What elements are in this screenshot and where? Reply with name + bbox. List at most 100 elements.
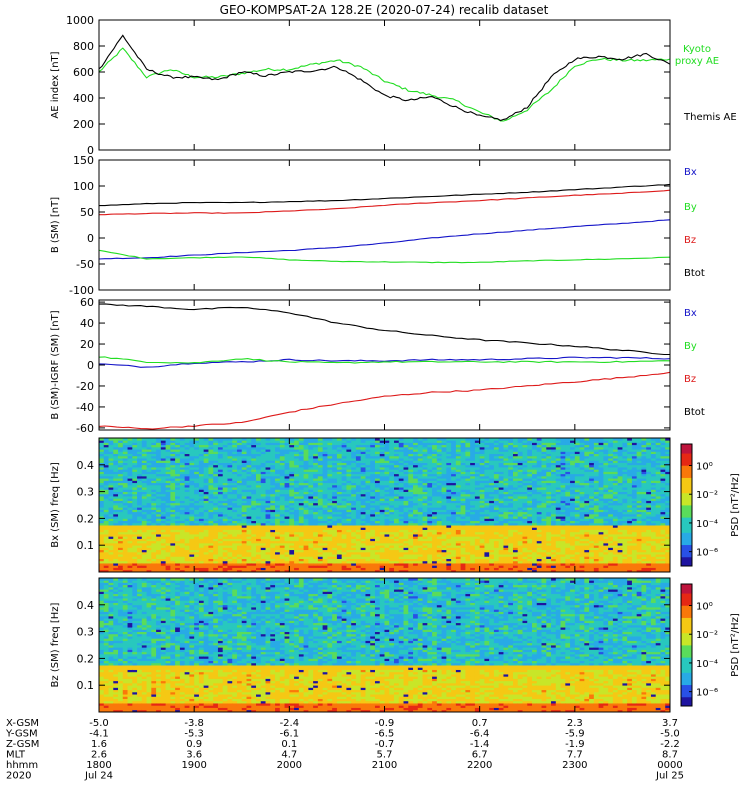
spectrogram-cell [122, 440, 128, 443]
spectrogram-cell [127, 545, 133, 548]
spectrogram-cell [351, 549, 357, 553]
spectrogram-cell [213, 475, 219, 479]
spectrogram-cell [246, 464, 252, 468]
spectrogram-cell [270, 560, 276, 564]
spectrogram-cell [341, 560, 347, 564]
spectrogram-cell [141, 484, 147, 488]
spectrogram-cell [236, 567, 243, 571]
spectrogram-cell [194, 567, 200, 571]
spectrogram-cell [322, 525, 328, 528]
spectrogram-cell [113, 505, 119, 508]
spectrogram-cell [279, 462, 285, 466]
spectrogram-cell [294, 569, 300, 573]
spectrogram-cell [227, 496, 233, 499]
spectrogram-cell [189, 478, 195, 481]
spectrogram-cell [122, 487, 128, 490]
spectrogram-cell [122, 545, 128, 548]
spectrogram-cell [137, 455, 143, 459]
spectrogram-cell [379, 554, 385, 557]
y-tick-label: 50 [80, 206, 94, 219]
spectrogram-cell [151, 542, 157, 546]
spectrogram-cell [208, 560, 214, 564]
spectrogram-cell [208, 545, 214, 548]
spectrogram-cell [265, 487, 271, 490]
spectrogram-cell [303, 505, 309, 508]
spectrogram-cell [313, 440, 319, 443]
spectrogram-cell [308, 522, 314, 526]
spectrogram-cell [270, 529, 276, 533]
spectrogram-cell [184, 513, 190, 517]
spectrogram-cell [355, 467, 362, 470]
spectrogram-cell [260, 453, 266, 457]
spectrogram-cell [360, 487, 366, 490]
spectrogram-cell [108, 462, 114, 466]
spectrogram-cell [355, 491, 362, 495]
spectrogram-cell [403, 509, 409, 513]
spectrogram-cell [303, 440, 309, 443]
spectrogram-cell [251, 554, 257, 557]
spectrogram-cell [156, 491, 162, 495]
figure-title: GEO-KOMPSAT-2A 128.2E (2020-07-24) recal… [220, 3, 549, 17]
spectrogram-cell [213, 444, 219, 448]
spectrogram-cell [175, 565, 181, 568]
spectrogram-cell [322, 554, 328, 557]
spectrogram-cell [279, 453, 285, 457]
spectrogram-cell [460, 563, 466, 566]
spectrogram-cell [127, 549, 133, 553]
spectrogram-cell [146, 471, 152, 475]
spectrogram-cell [327, 534, 333, 537]
spectrogram-cell [108, 563, 114, 566]
spectrogram-cell [436, 529, 442, 533]
spectrogram-cell [279, 438, 285, 441]
spectrogram-cell [265, 527, 271, 530]
spectrogram-cell [203, 560, 209, 564]
spectrogram-cell [217, 531, 224, 535]
spectrogram-cell [160, 449, 167, 452]
spectrogram-cell [275, 522, 281, 526]
spectrogram-cell [298, 469, 305, 472]
spectrogram-cell [403, 516, 409, 519]
spectrogram-cell [451, 482, 457, 486]
spectrogram-cell [127, 496, 133, 499]
spectrogram-cell [413, 442, 419, 446]
spectrogram-cell [279, 529, 285, 533]
spectrogram-cell [270, 540, 276, 544]
spectrogram-cell [394, 487, 400, 490]
spectrogram-cell [408, 522, 414, 526]
spectrogram-cell [184, 518, 190, 522]
spectrogram-cell [275, 442, 281, 446]
spectrogram-cell [146, 438, 152, 441]
spectrogram-cell [194, 487, 200, 490]
spectrogram-cell [251, 560, 257, 564]
spectrogram-cell [179, 545, 186, 548]
spectrogram-cell [208, 478, 214, 481]
y-tick-label: -20 [76, 380, 94, 393]
spectrogram-cell [198, 549, 205, 553]
spectrogram-cell [170, 500, 176, 504]
spectrogram-cell [355, 518, 362, 522]
spectrogram-cell [265, 549, 271, 553]
spectrogram-cell [313, 542, 319, 546]
spectrogram-cell [322, 563, 328, 566]
spectrogram-cell [179, 536, 186, 539]
spectrogram-cell [379, 525, 385, 528]
spectrogram-cell [232, 563, 238, 566]
spectrogram-cell [260, 525, 266, 528]
spectrogram-cell [156, 520, 162, 524]
spectrogram-cell [141, 478, 147, 481]
spectrogram-cell [156, 455, 162, 459]
spectrogram-cell [208, 547, 214, 551]
spectrogram-cell [175, 478, 181, 481]
spectrogram-cell [108, 536, 114, 539]
spectrogram-cell [99, 475, 105, 479]
y-tick-label: 400 [73, 92, 94, 105]
spectrogram-cell [394, 545, 400, 548]
spectrogram-cell [446, 482, 452, 486]
spectrogram-cell [370, 496, 376, 499]
spectrogram-cell [284, 538, 290, 542]
spectrogram-cell [160, 453, 167, 457]
spectrogram-cell [108, 449, 114, 452]
spectrogram-cell [103, 560, 109, 564]
spectrogram-cell [327, 556, 333, 559]
